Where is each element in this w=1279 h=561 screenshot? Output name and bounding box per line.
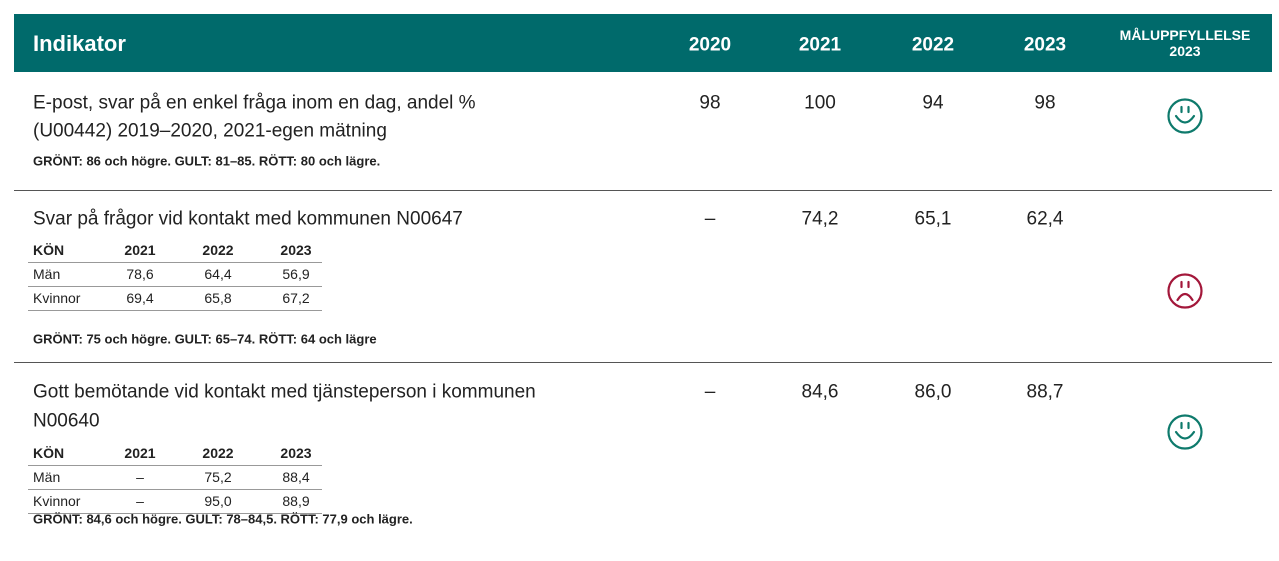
face-part	[1176, 292, 1194, 302]
subtable-cell: 88,4	[282, 469, 310, 485]
year-value: –	[704, 381, 716, 403]
subtable-line	[28, 465, 322, 466]
subtable-cell: 88,9	[282, 493, 310, 509]
subtable-header: 2021	[124, 445, 156, 461]
year-value: 88,7	[1026, 381, 1064, 403]
header-indicator: Indikator	[33, 31, 126, 56]
face-part	[1167, 414, 1203, 450]
header-bar	[14, 14, 1272, 72]
subtable-cell: 75,2	[204, 469, 232, 485]
year-value: 98	[1034, 92, 1056, 114]
subtable-header: 2021	[124, 242, 156, 258]
subtable-header: 2022	[202, 445, 234, 461]
sad-face	[1167, 273, 1203, 309]
subtable-cell: Kvinnor	[33, 493, 81, 509]
year-value: 86,0	[914, 381, 952, 403]
subtable-cell: 69,4	[126, 290, 154, 306]
subtable-cell: Män	[33, 469, 61, 485]
face-part	[1167, 273, 1203, 309]
happy-face	[1167, 414, 1203, 450]
year-value: 98	[699, 92, 721, 114]
subtable-line	[28, 513, 322, 514]
subtable-cell: –	[136, 493, 144, 509]
indicator-title: (U00442) 2019–2020, 2021-egen mätning	[33, 120, 387, 142]
year-value: 100	[804, 92, 836, 114]
subtable-header: 2023	[280, 242, 312, 258]
year-value: 94	[922, 92, 944, 114]
face-part	[1174, 430, 1196, 440]
year-value: –	[704, 208, 716, 230]
happy-face	[1167, 98, 1203, 134]
subtable-cell: Män	[33, 266, 61, 282]
row-separator	[14, 362, 1272, 363]
year-value: 65,1	[914, 208, 952, 230]
row-separator	[14, 190, 1272, 191]
subtable-cell: 95,0	[204, 493, 232, 509]
header-year: 2022	[911, 34, 955, 56]
subtable-cell: 65,8	[204, 290, 232, 306]
criteria: GRÖNT: 75 och högre. GULT: 65–74. RÖTT: …	[33, 331, 377, 347]
subtable-header: KÖN	[33, 242, 65, 258]
subtable-line	[28, 489, 322, 490]
subtable-cell: 67,2	[282, 290, 310, 306]
indicator-title: N00640	[33, 410, 100, 432]
indicator-title: Svar på frågor vid kontakt med kommunen …	[33, 208, 463, 230]
indicator-title: Gott bemötande vid kontakt med tjänstepe…	[33, 381, 536, 403]
subtable-line	[28, 310, 322, 311]
subtable-cell: 78,6	[126, 266, 154, 282]
year-value: 62,4	[1026, 208, 1064, 230]
header-year: 2021	[798, 34, 842, 56]
subtable-header: 2022	[202, 242, 234, 258]
year-value: 74,2	[801, 208, 839, 230]
face-part	[1167, 98, 1203, 134]
header-goal: MÅLUPPFYLLELSE	[1119, 27, 1251, 43]
header-year: 2020	[688, 34, 732, 56]
subtable-header: KÖN	[33, 445, 65, 461]
subtable-cell: 56,9	[282, 266, 310, 282]
criteria: GRÖNT: 84,6 och högre. GULT: 78–84,5. RÖ…	[33, 511, 413, 527]
indicator-title: E-post, svar på en enkel fråga inom en d…	[33, 92, 476, 114]
subtable-line	[28, 262, 322, 263]
subtable-line	[28, 286, 322, 287]
criteria: GRÖNT: 86 och högre. GULT: 81–85. RÖTT: …	[33, 153, 381, 169]
year-value: 84,6	[801, 381, 839, 403]
subtable-header: 2023	[280, 445, 312, 461]
subtable-cell: –	[136, 469, 144, 485]
subtable-cell: Kvinnor	[33, 290, 81, 306]
header-goal: 2023	[1169, 43, 1201, 59]
header-year: 2023	[1023, 34, 1067, 56]
face-part	[1174, 114, 1196, 124]
subtable-cell: 64,4	[204, 266, 232, 282]
